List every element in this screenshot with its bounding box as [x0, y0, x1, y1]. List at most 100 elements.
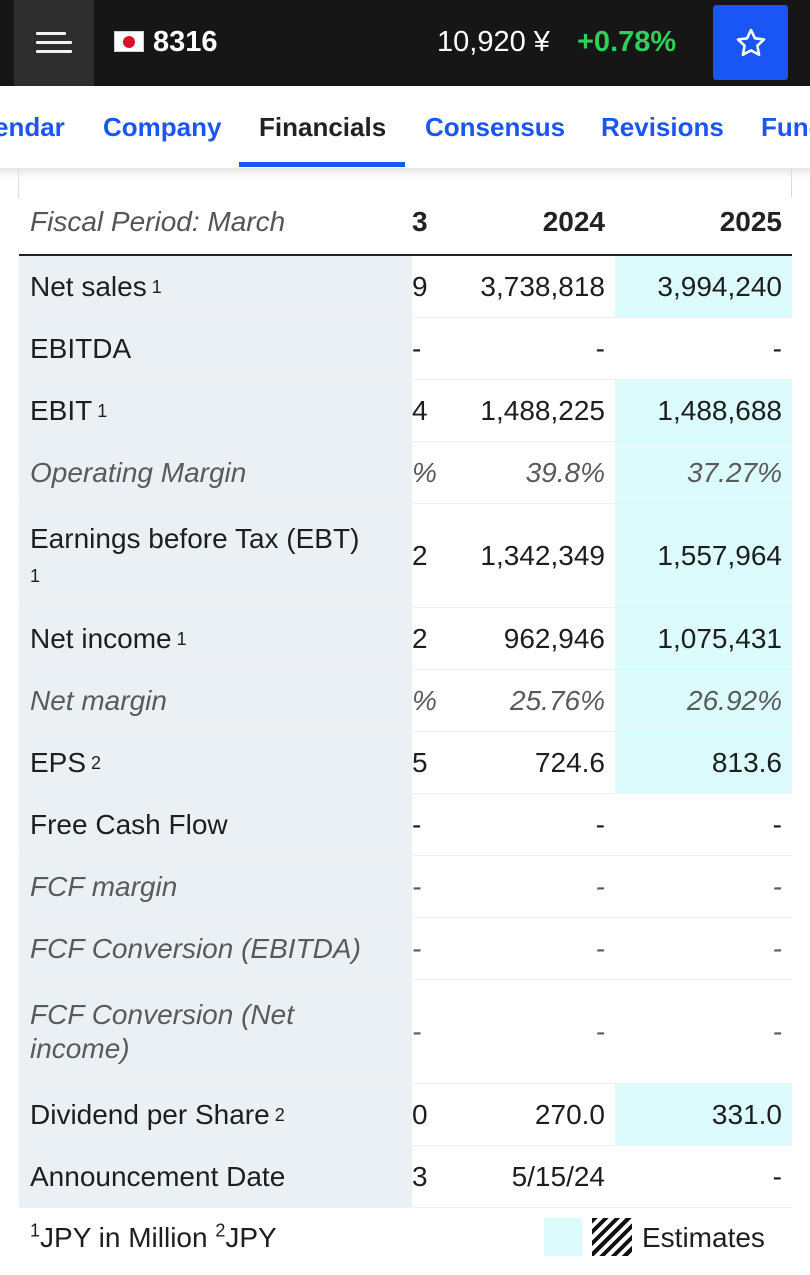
active-tab-indicator [239, 162, 405, 167]
table-header-row: Fiscal Period: March 3 2024 2025 [19, 190, 792, 256]
cell-2024: 270.0 [534, 1098, 605, 1130]
cell-2024: 1,342,349 [480, 539, 605, 571]
row-label: FCF margin [19, 856, 412, 917]
cell-2024: - [595, 932, 605, 964]
column-header-2024: 2024 [542, 206, 605, 237]
cell-prev: 5 [412, 746, 428, 778]
table-row-ebt: Earnings before Tax (EBT) 1 2 1,342,349 1… [19, 504, 792, 608]
cell-2024: 1,488,225 [480, 394, 605, 426]
cell-2024: 39.8% [525, 456, 605, 488]
price-change: +0.78% [577, 26, 677, 58]
cell-prev: - [412, 1015, 422, 1047]
menu-button[interactable] [14, 0, 94, 86]
divider [791, 168, 792, 198]
tab-consensus[interactable]: Consensus [425, 112, 566, 142]
star-icon [736, 28, 765, 56]
row-label: Dividend per Share 2 [19, 1084, 412, 1145]
legend-estimates-label: Estimates [642, 1222, 765, 1253]
cell-prev: 9 [412, 270, 428, 302]
hamburger-icon [36, 32, 72, 54]
cell-2024: 724.6 [534, 746, 605, 778]
ticker-symbol: 8316 [153, 26, 218, 58]
row-label: Announcement Date [19, 1146, 412, 1207]
table-row-net-income: Net income 1 2 962,946 1,075,431 [19, 608, 792, 670]
tab-revisions[interactable]: Revisions [601, 112, 724, 142]
row-label: Net margin [19, 670, 412, 731]
cell-2024: - [595, 1015, 605, 1047]
fiscal-period-label: Fiscal Period: March [30, 206, 286, 237]
table-row-ebit: EBIT 1 4 1,488,225 1,488,688 [19, 380, 792, 442]
table-row-operating-margin: Operating Margin % 39.8% 37.27% [19, 442, 792, 504]
table-row-net-margin: Net margin % 25.76% 26.92% [19, 670, 792, 732]
table-row-ebitda: EBITDA - - - [19, 318, 792, 380]
cell-prev: 2 [412, 539, 428, 571]
cell-2025: 1,075,431 [615, 608, 792, 669]
cell-prev: 2 [412, 622, 428, 654]
watchlist-button[interactable] [713, 5, 788, 80]
cell-2025: 331.0 [615, 1084, 792, 1145]
cell-2025: 37.27% [615, 442, 792, 503]
row-label: EBIT 1 [19, 380, 412, 441]
table-row-eps: EPS 2 5 724.6 813.6 [19, 732, 792, 794]
cell-prev: - [412, 932, 422, 964]
row-label: Earnings before Tax (EBT) 1 [19, 504, 412, 607]
row-label: FCF Conversion (Net income) [19, 980, 412, 1083]
row-label: EPS 2 [19, 732, 412, 793]
estimate-swatch [544, 1218, 582, 1256]
cell-2024: 3,738,818 [480, 270, 605, 302]
financials-table: Fiscal Period: March 3 2024 2025 Net sal… [19, 190, 792, 1208]
cell-prev: - [412, 808, 422, 840]
cell-2025: - [772, 1160, 782, 1192]
cell-prev: - [412, 332, 422, 364]
japan-flag-icon [114, 31, 144, 52]
cell-prev: 4 [412, 394, 428, 426]
cell-2025: 1,557,964 [615, 504, 792, 607]
cell-2024: - [595, 332, 605, 364]
cell-2024: - [595, 808, 605, 840]
tab-financials[interactable]: Financials [259, 112, 387, 142]
table-row-fcf-conversion-net-income: FCF Conversion (Net income) - - - [19, 980, 792, 1084]
cell-2025: - [772, 808, 782, 840]
cell-prev: % [412, 456, 437, 488]
table-row-free-cash-flow: Free Cash Flow - - - [19, 794, 792, 856]
cell-prev: 0 [412, 1098, 428, 1130]
stock-price: 10,920 ¥ [437, 26, 550, 58]
cell-2024: 962,946 [503, 622, 605, 654]
tab-calendar[interactable]: endar [0, 112, 65, 142]
cell-2025: 1,488,688 [615, 380, 792, 441]
table-row-dividend-per-share: Dividend per Share 2 0 270.0 331.0 [19, 1084, 792, 1146]
tab-company[interactable]: Company [103, 112, 222, 142]
table-row-fcf-conversion-ebitda: FCF Conversion (EBITDA) - - - [19, 918, 792, 980]
row-label: Operating Margin [19, 442, 412, 503]
cell-2024: 5/15/24 [511, 1160, 605, 1192]
cell-2024: - [595, 870, 605, 902]
divider [18, 168, 19, 198]
cell-prev: - [412, 870, 422, 902]
table-row-announcement-date: Announcement Date 3 5/15/24 - [19, 1146, 792, 1208]
row-label: FCF Conversion (EBITDA) [19, 918, 412, 979]
cell-2025: - [772, 332, 782, 364]
row-label: Net sales 1 [19, 256, 412, 317]
cell-2025: 813.6 [615, 732, 792, 793]
unit-footnotes: 1JPY in Million 2JPY [30, 1220, 277, 1253]
cell-2025: - [772, 1015, 782, 1047]
column-header-prev: 3 [412, 206, 428, 237]
cell-2025: - [772, 870, 782, 902]
cell-prev: % [412, 684, 437, 716]
column-header-2025: 2025 [719, 206, 782, 237]
footnote-ref: 1 [30, 565, 41, 586]
row-label: EBITDA [19, 318, 412, 379]
cell-2025: - [772, 932, 782, 964]
cell-2025: 26.92% [615, 670, 792, 731]
row-label: Net income 1 [19, 608, 412, 669]
table-footer: 1JPY in Million 2JPY Estimates [19, 1210, 792, 1270]
hatched-swatch [592, 1218, 632, 1256]
row-label: Free Cash Flow [19, 794, 412, 855]
tabs-shadow [0, 168, 810, 178]
table-row-fcf-margin: FCF margin - - - [19, 856, 792, 918]
section-tabs: endar Company Financials Consensus Revis… [0, 86, 810, 168]
tab-fundamentals[interactable]: Fund [761, 112, 810, 142]
cell-2025: 3,994,240 [615, 256, 792, 317]
top-bar: 8316 10,920 ¥ +0.78% [0, 0, 810, 86]
cell-2024: 25.76% [510, 684, 605, 716]
